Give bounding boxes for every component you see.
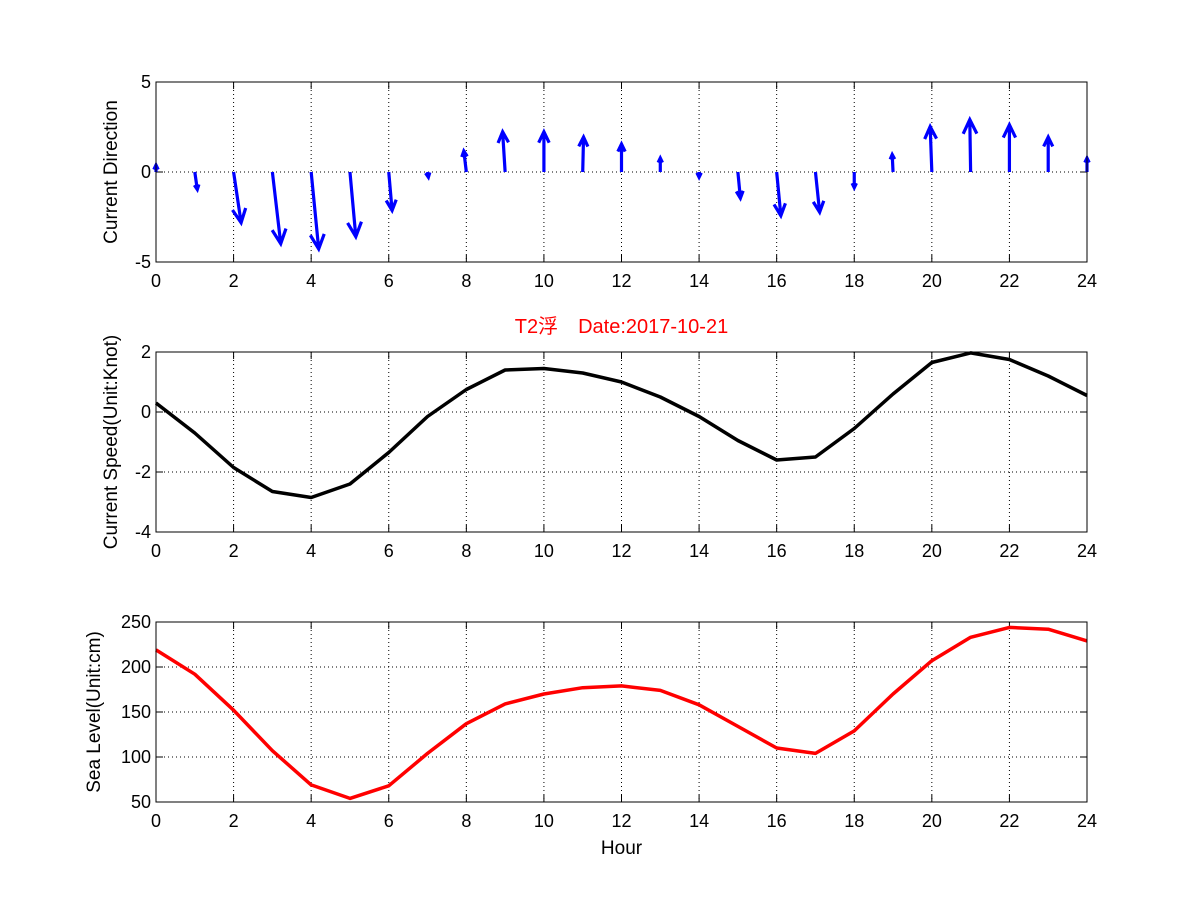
current-arrow bbox=[424, 171, 432, 181]
series-line bbox=[154, 351, 1088, 500]
current-arrow bbox=[537, 128, 551, 172]
y-tick-label: 250 bbox=[121, 612, 151, 632]
current-arrow bbox=[656, 154, 664, 172]
x-tick-label: 18 bbox=[844, 811, 864, 831]
x-tick-label: 8 bbox=[461, 271, 471, 291]
x-tick-label: 6 bbox=[384, 811, 394, 831]
x-tick-label: 2 bbox=[229, 541, 239, 561]
x-tick-label: 24 bbox=[1077, 541, 1097, 561]
current-arrow bbox=[193, 171, 201, 194]
axes-frame bbox=[155, 81, 1088, 263]
x-tick-label: 14 bbox=[689, 271, 709, 291]
current-arrow bbox=[308, 171, 326, 253]
current-arrow bbox=[888, 150, 897, 173]
x-tick-label: 16 bbox=[767, 811, 787, 831]
x-tick-label: 22 bbox=[999, 271, 1019, 291]
current-arrow bbox=[577, 133, 590, 173]
y-tick-label: -4 bbox=[135, 522, 151, 542]
x-tick-label: 6 bbox=[384, 271, 394, 291]
current-arrow bbox=[772, 171, 787, 220]
x-tick-label: 10 bbox=[534, 541, 554, 561]
x-tick-label: 18 bbox=[844, 541, 864, 561]
y-tick-label: 2 bbox=[141, 342, 151, 362]
current-arrow bbox=[346, 171, 363, 241]
x-tick-label: 22 bbox=[999, 541, 1019, 561]
current-arrow bbox=[231, 171, 248, 227]
current-arrow bbox=[616, 140, 627, 172]
x-tick-label: 24 bbox=[1077, 271, 1097, 291]
current-arrow bbox=[734, 171, 745, 202]
axes-frame bbox=[155, 351, 1088, 533]
y-tick-label: 100 bbox=[121, 747, 151, 767]
x-tick-label: 8 bbox=[461, 541, 471, 561]
x-tick-label: 0 bbox=[151, 271, 161, 291]
current-arrow bbox=[384, 171, 398, 215]
x-tick-label: 12 bbox=[611, 811, 631, 831]
x-tick-label: 2 bbox=[229, 271, 239, 291]
current-arrow bbox=[1001, 121, 1018, 172]
current-arrow bbox=[961, 115, 979, 173]
x-tick-label: 20 bbox=[922, 811, 942, 831]
y-axis-label: Current Speed(Unit:Knot) bbox=[101, 335, 122, 549]
x-tick-label: 2 bbox=[229, 811, 239, 831]
figure-title: T2浮 Date:2017-10-21 bbox=[515, 315, 728, 338]
current-arrow bbox=[850, 172, 858, 192]
plot-area bbox=[156, 622, 1087, 802]
x-tick-label: 0 bbox=[151, 541, 161, 561]
current-arrow bbox=[811, 171, 826, 216]
axes-frame bbox=[155, 621, 1088, 803]
x-tick-label: 14 bbox=[689, 811, 709, 831]
x-tick-label: 16 bbox=[767, 541, 787, 561]
current-arrow bbox=[460, 147, 469, 173]
x-tick-label: 10 bbox=[534, 271, 554, 291]
y-axis-label: Current Direction bbox=[101, 100, 122, 244]
x-tick-label: 14 bbox=[689, 541, 709, 561]
x-tick-label: 22 bbox=[999, 811, 1019, 831]
y-tick-label: -5 bbox=[135, 252, 151, 272]
current-arrow bbox=[695, 172, 703, 181]
x-tick-label: 24 bbox=[1077, 811, 1097, 831]
y-axis-label: Sea Level(Unit:cm) bbox=[84, 631, 105, 793]
x-tick-label: 10 bbox=[534, 811, 554, 831]
x-tick-label: 12 bbox=[611, 271, 631, 291]
x-tick-label: 4 bbox=[306, 811, 316, 831]
current-arrow bbox=[1042, 133, 1055, 172]
x-tick-label: 4 bbox=[306, 541, 316, 561]
x-tick-label: 20 bbox=[922, 271, 942, 291]
current-arrow bbox=[496, 128, 510, 173]
y-tick-label: 200 bbox=[121, 657, 151, 677]
x-axis-label: Hour bbox=[601, 838, 643, 859]
y-tick-label: 0 bbox=[141, 162, 151, 182]
y-tick-label: 0 bbox=[141, 402, 151, 422]
x-tick-label: 12 bbox=[611, 541, 631, 561]
y-tick-label: 150 bbox=[121, 702, 151, 722]
y-tick-label: 50 bbox=[131, 792, 151, 812]
y-tick-label: 5 bbox=[141, 72, 151, 92]
x-tick-label: 0 bbox=[151, 811, 161, 831]
x-tick-label: 16 bbox=[767, 271, 787, 291]
x-tick-label: 8 bbox=[461, 811, 471, 831]
x-tick-label: 18 bbox=[844, 271, 864, 291]
x-tick-label: 6 bbox=[384, 541, 394, 561]
current-arrow bbox=[923, 122, 938, 173]
x-tick-label: 20 bbox=[922, 541, 942, 561]
y-tick-label: -2 bbox=[135, 462, 151, 482]
series-line bbox=[155, 625, 1088, 801]
x-tick-label: 4 bbox=[306, 271, 316, 291]
current-arrow bbox=[270, 171, 288, 248]
